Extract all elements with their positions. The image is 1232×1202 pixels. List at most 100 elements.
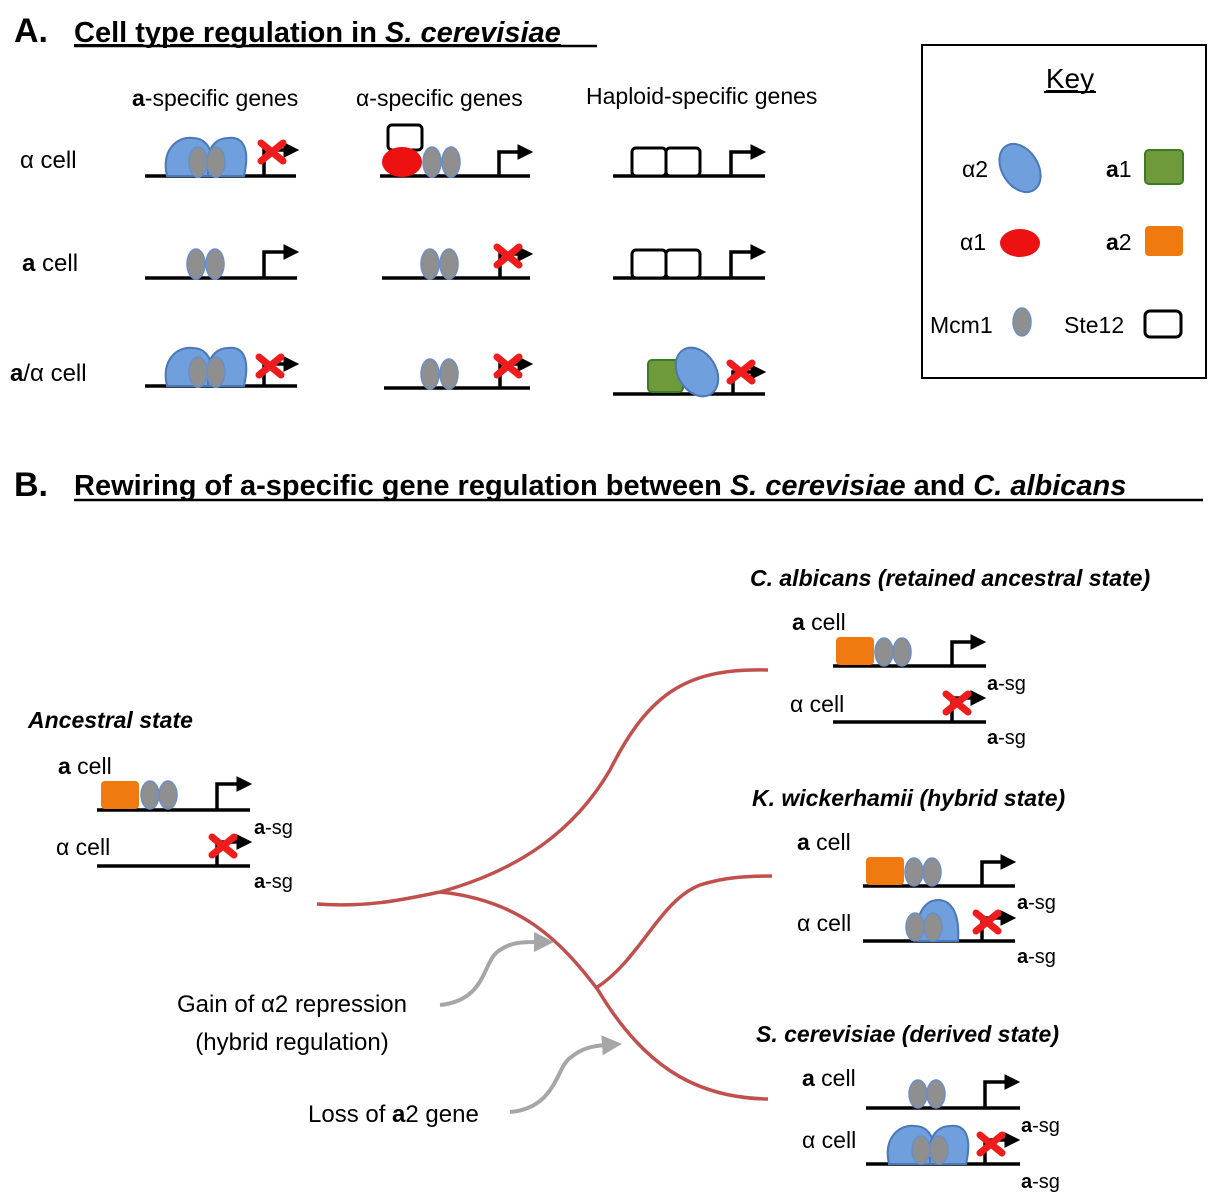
row-label-a-cell: a cell [22,250,78,277]
transcription-arrow-icon [497,144,534,176]
a2-icon [866,857,904,885]
alpha-gene-alpha-cell [380,123,534,178]
k-wickerhamii-alpha-cell-label: α cell [797,910,851,936]
ancestral-state-group: Ancestral state a cell a-sg α cell a-sg [27,707,293,893]
ancestral-a-sg-label: a-sg [254,817,293,839]
a-gene-alpha-cell [145,136,300,178]
s-cerevisiae-alpha-cell-label: α cell [802,1127,856,1153]
alpha2-icon [998,142,1042,194]
repression-x-icon [942,690,972,716]
repression-x-icon [726,359,756,385]
annotation-gain-alpha2: Gain of α2 repression (hybrid regulation… [177,932,554,1056]
key-label-alpha1: α1 [960,229,986,255]
mcm1-icon [206,146,226,178]
alpha-gene-a-cell [382,243,534,280]
annotation-arrow-icon [439,932,554,1007]
a-gene-a-alpha-cell [145,346,300,388]
mcm1-icon [1012,307,1032,337]
ste12-icon [630,146,668,178]
repression-x-icon [493,243,523,269]
transcription-arrow-icon [262,244,300,278]
tree-branch-s-cerevisiae [439,890,769,1101]
transcription-arrow-icon [729,244,767,278]
repression-x-icon [972,909,1002,935]
key-legend: Key α2 a1 α1 a2 Mcm1 Ste12 [921,44,1207,379]
repression-x-icon [257,139,287,165]
ancestral-alpha-sg-label: a-sg [254,871,293,893]
transcription-arrow-icon [983,1074,1021,1108]
c-albicans-group: C. albicans (retained ancestral state) a… [750,565,1150,749]
phylogeny-tree [316,668,773,1101]
mcm1-icon [923,912,943,942]
key-label-ste12: Ste12 [1064,312,1124,338]
ste12-icon [664,146,702,178]
mcm1-icon [874,637,894,667]
annotation-loss-text: Loss of a2 gene [308,1101,479,1128]
row-label-alpha-cell: α cell [20,147,77,174]
mcm1-icon [158,780,178,810]
mcm1-icon [188,146,208,178]
repression-x-icon [255,353,285,379]
ancestral-title: Ancestral state [27,707,193,733]
mcm1-icon [926,1079,946,1109]
mcm1-icon [929,1135,949,1165]
ste12-icon [1143,309,1183,339]
transcription-arrow-icon [215,776,253,810]
repression-x-icon [976,1131,1006,1157]
repression-x-icon [493,353,523,379]
annotation-arrow-icon [509,1035,622,1114]
col-header-alpha-specific: α-specific genes [356,85,523,111]
panel-a-header: A. Cell type regulation in S. cerevisiae [14,12,597,50]
key-label-a1: a1 [1106,156,1132,182]
c-albicans-alpha-sg-label: a-sg [987,727,1026,749]
mcm1-icon [908,1079,928,1109]
a1-icon [1144,149,1184,185]
s-cerevisiae-title: S. cerevisiae (derived state) [756,1021,1059,1047]
panel-b-header: B. Rewiring of a-specific gene regulatio… [14,466,1203,504]
k-wickerhamii-group: K. wickerhamii (hybrid state) a cell a-s… [752,785,1065,968]
transcription-arrow-icon [729,144,767,176]
mcm1-icon [186,248,206,280]
ste12-icon [386,123,424,152]
tree-branch-k-wickerhamii [595,874,773,990]
alpha1-icon [1000,229,1040,257]
mcm1-icon [439,248,459,280]
panel-b-letter: B. [14,466,48,504]
haploid-gene-alpha-cell [613,144,767,178]
c-albicans-a-cell-label: a cell [792,609,846,635]
k-wickerhamii-title: K. wickerhamii (hybrid state) [752,785,1065,811]
ancestral-alpha-cell-label: α cell [56,834,110,860]
key-label-mcm1: Mcm1 [930,312,993,338]
key-label-a2: a2 [1106,229,1132,255]
s-cerevisiae-a-sg-label: a-sg [1021,1115,1060,1137]
mcm1-icon [140,780,160,810]
panel-a-title: Cell type regulation in S. cerevisiae [74,17,561,49]
s-cerevisiae-group: S. cerevisiae (derived state) a cell a-s… [756,1021,1060,1193]
k-wickerhamii-a-cell-label: a cell [797,829,851,855]
transcription-arrow-icon [980,854,1017,886]
a-gene-a-cell [145,244,300,280]
mcm1-icon [439,358,459,390]
transcription-arrow-icon [950,634,987,666]
col-header-a-specific: a-specific genes [132,85,298,111]
key-label-alpha2: α2 [962,156,988,182]
repression-x-icon [208,833,238,859]
k-wickerhamii-a-sg-label: a-sg [1017,892,1056,914]
alpha-gene-a-alpha-cell [384,353,534,390]
mcm1-icon [205,248,225,280]
mcm1-icon [206,356,226,388]
a2-icon [836,637,874,665]
c-albicans-title: C. albicans (retained ancestral state) [750,565,1150,591]
mcm1-icon [188,356,208,388]
mcm1-icon [422,146,442,178]
s-cerevisiae-alpha-sg-label: a-sg [1021,1171,1060,1193]
alpha1-icon [382,147,422,177]
panel-a-letter: A. [14,12,48,50]
mcm1-icon [420,358,440,390]
mcm1-icon [905,912,925,942]
c-albicans-a-sg-label: a-sg [987,673,1026,695]
c-albicans-alpha-cell-label: α cell [790,691,844,717]
panel-b-title: Rewiring of a-specific gene regulation b… [74,470,1126,502]
k-wickerhamii-alpha-sg-label: a-sg [1017,946,1056,968]
